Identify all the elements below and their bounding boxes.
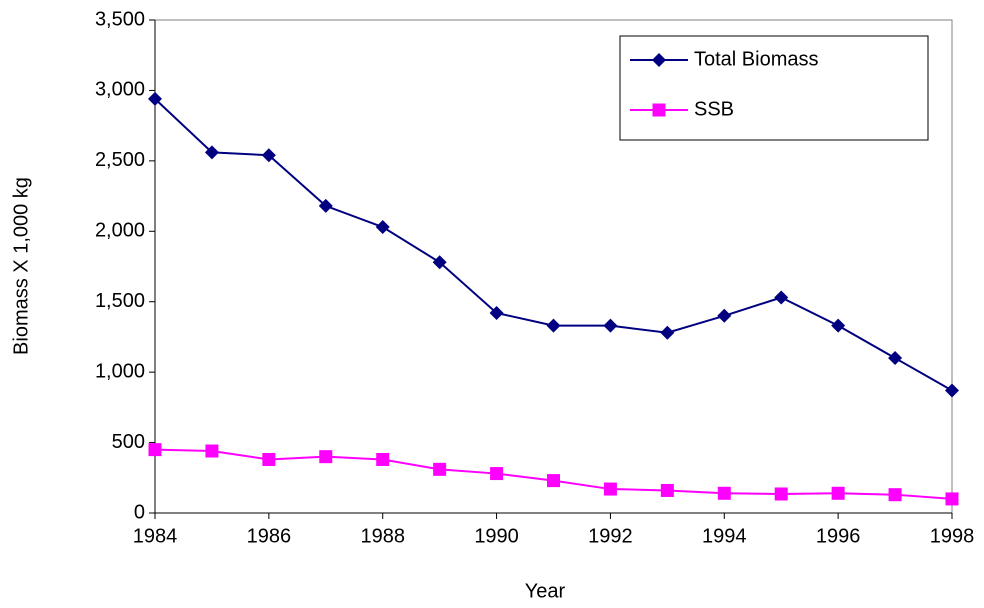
marker xyxy=(375,220,390,235)
x-tick-label: 1996 xyxy=(816,525,861,547)
legend-label: Total Biomass xyxy=(694,48,819,70)
marker xyxy=(945,492,959,506)
x-tick-label: 1998 xyxy=(930,525,975,547)
marker xyxy=(888,488,902,502)
series xyxy=(148,91,959,398)
marker xyxy=(261,148,276,163)
marker xyxy=(831,318,846,333)
y-axis-label: Biomass X 1,000 kg xyxy=(10,177,32,355)
x-tick-label: 1988 xyxy=(360,525,405,547)
marker xyxy=(945,383,959,398)
legend: Total Biomass SSB xyxy=(619,35,929,141)
x-tick-label: 1990 xyxy=(474,525,519,547)
marker xyxy=(603,482,617,496)
marker xyxy=(262,452,276,466)
marker xyxy=(376,452,390,466)
y-tick-label: 500 xyxy=(112,431,145,453)
x-tick-label: 1992 xyxy=(588,525,633,547)
marker xyxy=(319,450,333,464)
series-line xyxy=(154,98,953,392)
marker xyxy=(717,308,732,323)
marker xyxy=(148,91,162,106)
marker xyxy=(652,53,666,67)
marker xyxy=(546,318,561,333)
marker xyxy=(660,483,674,497)
marker xyxy=(774,487,788,501)
marker xyxy=(489,305,504,320)
marker xyxy=(490,467,504,481)
marker xyxy=(888,351,903,366)
marker xyxy=(547,474,560,488)
marker xyxy=(603,318,618,333)
y-tick-label: 3,500 xyxy=(95,8,145,30)
marker xyxy=(148,443,162,457)
marker xyxy=(774,290,789,305)
marker xyxy=(432,255,447,270)
marker xyxy=(318,198,333,213)
legend-label: SSB xyxy=(694,98,734,120)
x-axis-label: Year xyxy=(525,580,566,602)
series xyxy=(148,443,959,506)
marker xyxy=(204,145,219,160)
x-tick-label: 1984 xyxy=(133,525,178,547)
y-tick-label: 3,000 xyxy=(95,79,145,101)
y-tick-label: 1,500 xyxy=(95,290,145,312)
x-tick-label: 1986 xyxy=(247,525,292,547)
marker xyxy=(205,444,219,458)
marker xyxy=(831,486,845,500)
x-tick-label: 1994 xyxy=(702,525,747,547)
legend-box xyxy=(619,35,929,141)
marker xyxy=(433,462,447,476)
y-tick-label: 2,500 xyxy=(95,149,145,171)
marker xyxy=(652,103,666,117)
y-tick-label: 1,000 xyxy=(95,360,145,382)
marker xyxy=(660,325,675,340)
y-tick-label: 0 xyxy=(134,501,145,523)
marker xyxy=(717,486,731,500)
y-tick-label: 2,000 xyxy=(95,220,145,242)
